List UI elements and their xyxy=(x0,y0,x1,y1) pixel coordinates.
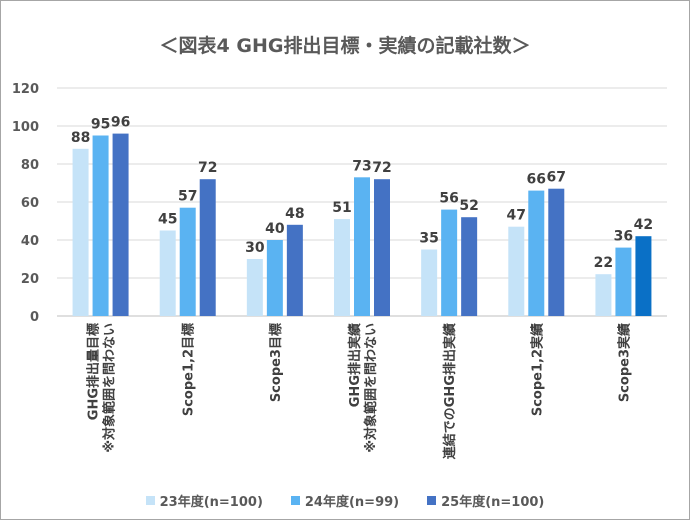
bar xyxy=(354,177,370,316)
legend-swatch xyxy=(145,496,155,505)
legend-item: 25年度(n=100) xyxy=(427,491,544,510)
y-tick-label: 40 xyxy=(21,234,39,249)
data-label: 36 xyxy=(614,229,633,245)
category-label: Scope3実績 xyxy=(616,323,632,402)
data-label: 73 xyxy=(352,158,371,174)
bar xyxy=(595,274,612,316)
data-label: 52 xyxy=(459,198,478,214)
category-label: GHG排出量目標 xyxy=(86,323,102,420)
bar xyxy=(199,179,216,316)
bar xyxy=(548,188,565,316)
data-label: 35 xyxy=(419,231,438,247)
category-label: GHG排出実績 xyxy=(347,323,363,407)
data-label: 88 xyxy=(71,130,90,146)
chart-title: ＜図表4 GHG排出目標・実績の記載社数＞ xyxy=(159,35,531,57)
bar xyxy=(615,247,632,316)
data-label: 42 xyxy=(634,217,653,233)
y-tick-label: 0 xyxy=(30,310,39,325)
bar xyxy=(461,217,478,316)
data-label: 56 xyxy=(439,191,458,207)
category-label: 連結でのGHG排出実績 xyxy=(442,323,458,459)
legend-swatch xyxy=(427,496,437,505)
y-tick-label: 60 xyxy=(21,196,39,211)
data-label: 51 xyxy=(332,200,351,216)
y-tick-label: 20 xyxy=(21,272,39,287)
bar xyxy=(508,226,525,316)
bar xyxy=(334,219,350,316)
chart-legend: 23年度(n=100) 24年度(n=99) 25年度(n=100) xyxy=(1,491,689,510)
data-label: 66 xyxy=(527,172,546,188)
legend-label: 23年度(n=100) xyxy=(159,495,263,510)
bar xyxy=(179,207,196,316)
y-tick-label: 120 xyxy=(12,82,39,97)
bar xyxy=(441,209,458,316)
data-label: 30 xyxy=(245,240,265,256)
category-label: ※対象範囲を問わない xyxy=(363,323,379,453)
legend-item: 24年度(n=99) xyxy=(290,491,400,510)
legend-item: 23年度(n=100) xyxy=(145,491,263,510)
data-label: 40 xyxy=(265,221,285,237)
y-tick-label: 80 xyxy=(21,158,39,173)
data-label: 72 xyxy=(372,160,391,176)
bar xyxy=(421,249,438,316)
bar xyxy=(159,230,176,316)
category-label: Scope1,2実績 xyxy=(529,323,545,416)
y-tick-label: 100 xyxy=(12,120,39,135)
bar xyxy=(286,224,303,316)
legend-label: 24年度(n=99) xyxy=(304,495,400,510)
bar xyxy=(246,259,263,316)
bar xyxy=(92,135,109,316)
data-label: 57 xyxy=(178,189,197,205)
data-label: 72 xyxy=(198,160,217,176)
data-label: 22 xyxy=(594,255,613,271)
data-label: 96 xyxy=(111,115,130,131)
bar xyxy=(112,133,129,316)
bar xyxy=(374,179,390,316)
category-label: ※対象範囲を問わない xyxy=(102,323,118,453)
bar xyxy=(72,148,89,316)
legend-swatch xyxy=(290,496,300,505)
bar xyxy=(266,240,283,316)
data-label: 95 xyxy=(91,117,110,133)
category-label: Scope3目標 xyxy=(268,323,284,402)
category-label: Scope1,2目標 xyxy=(181,323,197,416)
data-label: 48 xyxy=(285,206,304,222)
bar xyxy=(528,190,545,316)
bar xyxy=(635,236,652,316)
legend-label: 25年度(n=100) xyxy=(441,495,545,510)
data-label: 45 xyxy=(158,212,177,228)
data-label: 67 xyxy=(547,170,566,186)
data-label: 47 xyxy=(507,208,526,224)
